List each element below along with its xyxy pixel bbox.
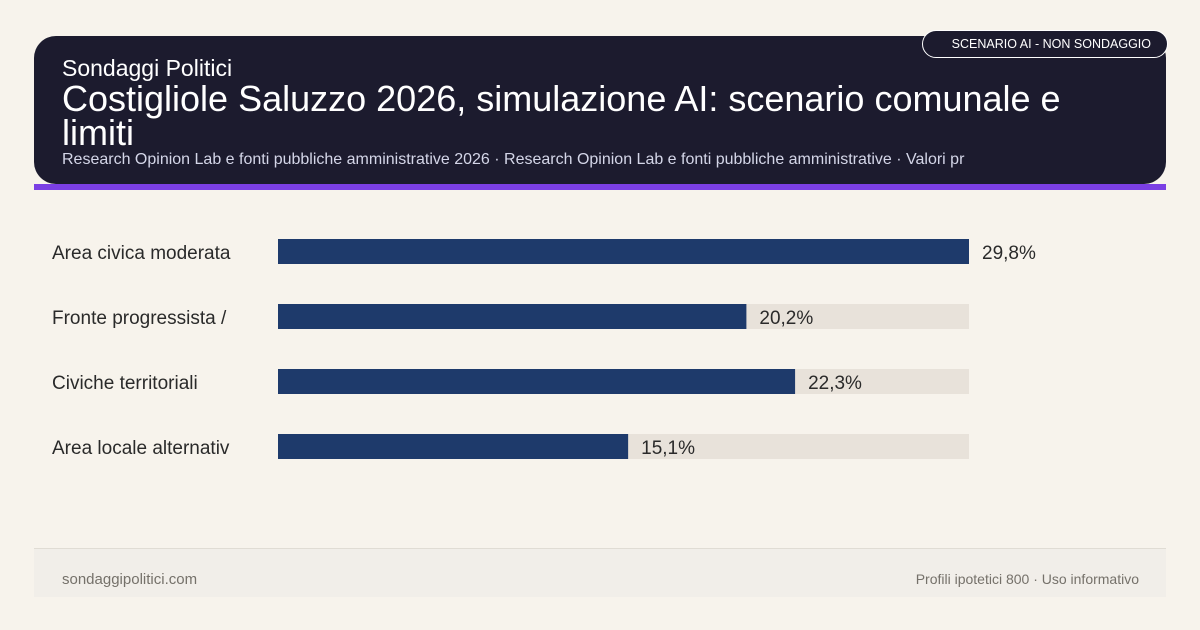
category-label: Area locale alternativ	[52, 438, 230, 459]
category-label: Fronte progressista /	[52, 308, 227, 329]
header-banner: Sondaggi Politici Costigliole Saluzzo 20…	[34, 36, 1166, 184]
value-label: 15,1%	[641, 438, 695, 459]
value-label: 29,8%	[982, 243, 1036, 264]
accent-divider	[34, 184, 1166, 190]
footer-site[interactable]: sondaggipolitici.com	[62, 571, 198, 588]
bar	[278, 369, 796, 394]
bar	[278, 239, 969, 264]
bar	[278, 304, 747, 329]
brand-name: Sondaggi Politici	[62, 55, 233, 81]
page-title: Costigliole Saluzzo 2026, simulazione AI…	[62, 78, 1061, 153]
scenario-badge: SCENARIO AI - NON SONDAGGIO	[922, 30, 1168, 58]
footer-note: Profili ipotetici 800 · Uso informativo	[915, 571, 1139, 587]
footer: sondaggipolitici.com Profili ipotetici 8…	[34, 548, 1166, 597]
category-label: Civiche territoriali	[52, 373, 198, 394]
category-label: Area civica moderata	[52, 243, 231, 264]
value-label: 20,2%	[759, 308, 813, 329]
subtitle: Research Opinion Lab e fonti pubbliche a…	[62, 151, 965, 168]
value-label: 22,3%	[808, 373, 862, 394]
bar	[278, 434, 629, 459]
